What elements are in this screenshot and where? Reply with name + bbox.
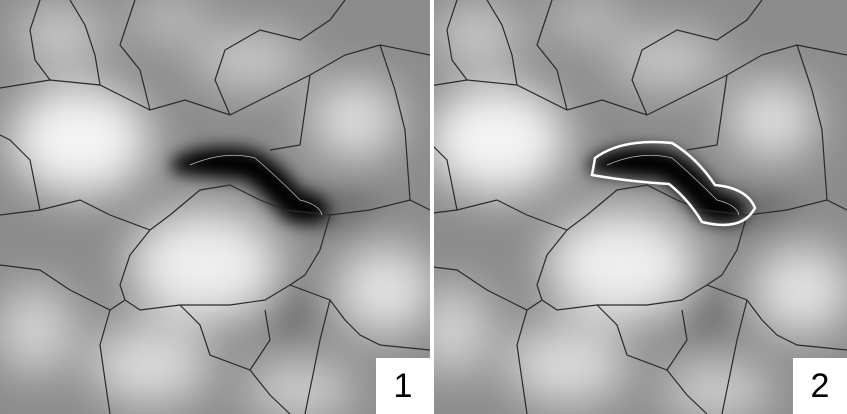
panel-1: 1 [0,0,435,414]
image-detail [0,0,435,414]
panel-label: 1 [394,367,413,405]
panel-label: 2 [811,367,830,405]
page: {"panels": [{"label": "1"}, {"label": "2… [0,0,847,414]
image-detail [412,0,847,414]
panel-2: 2 [412,0,847,414]
image-detail [412,0,847,414]
divider [430,0,434,414]
figure: 1 2 [0,0,847,414]
